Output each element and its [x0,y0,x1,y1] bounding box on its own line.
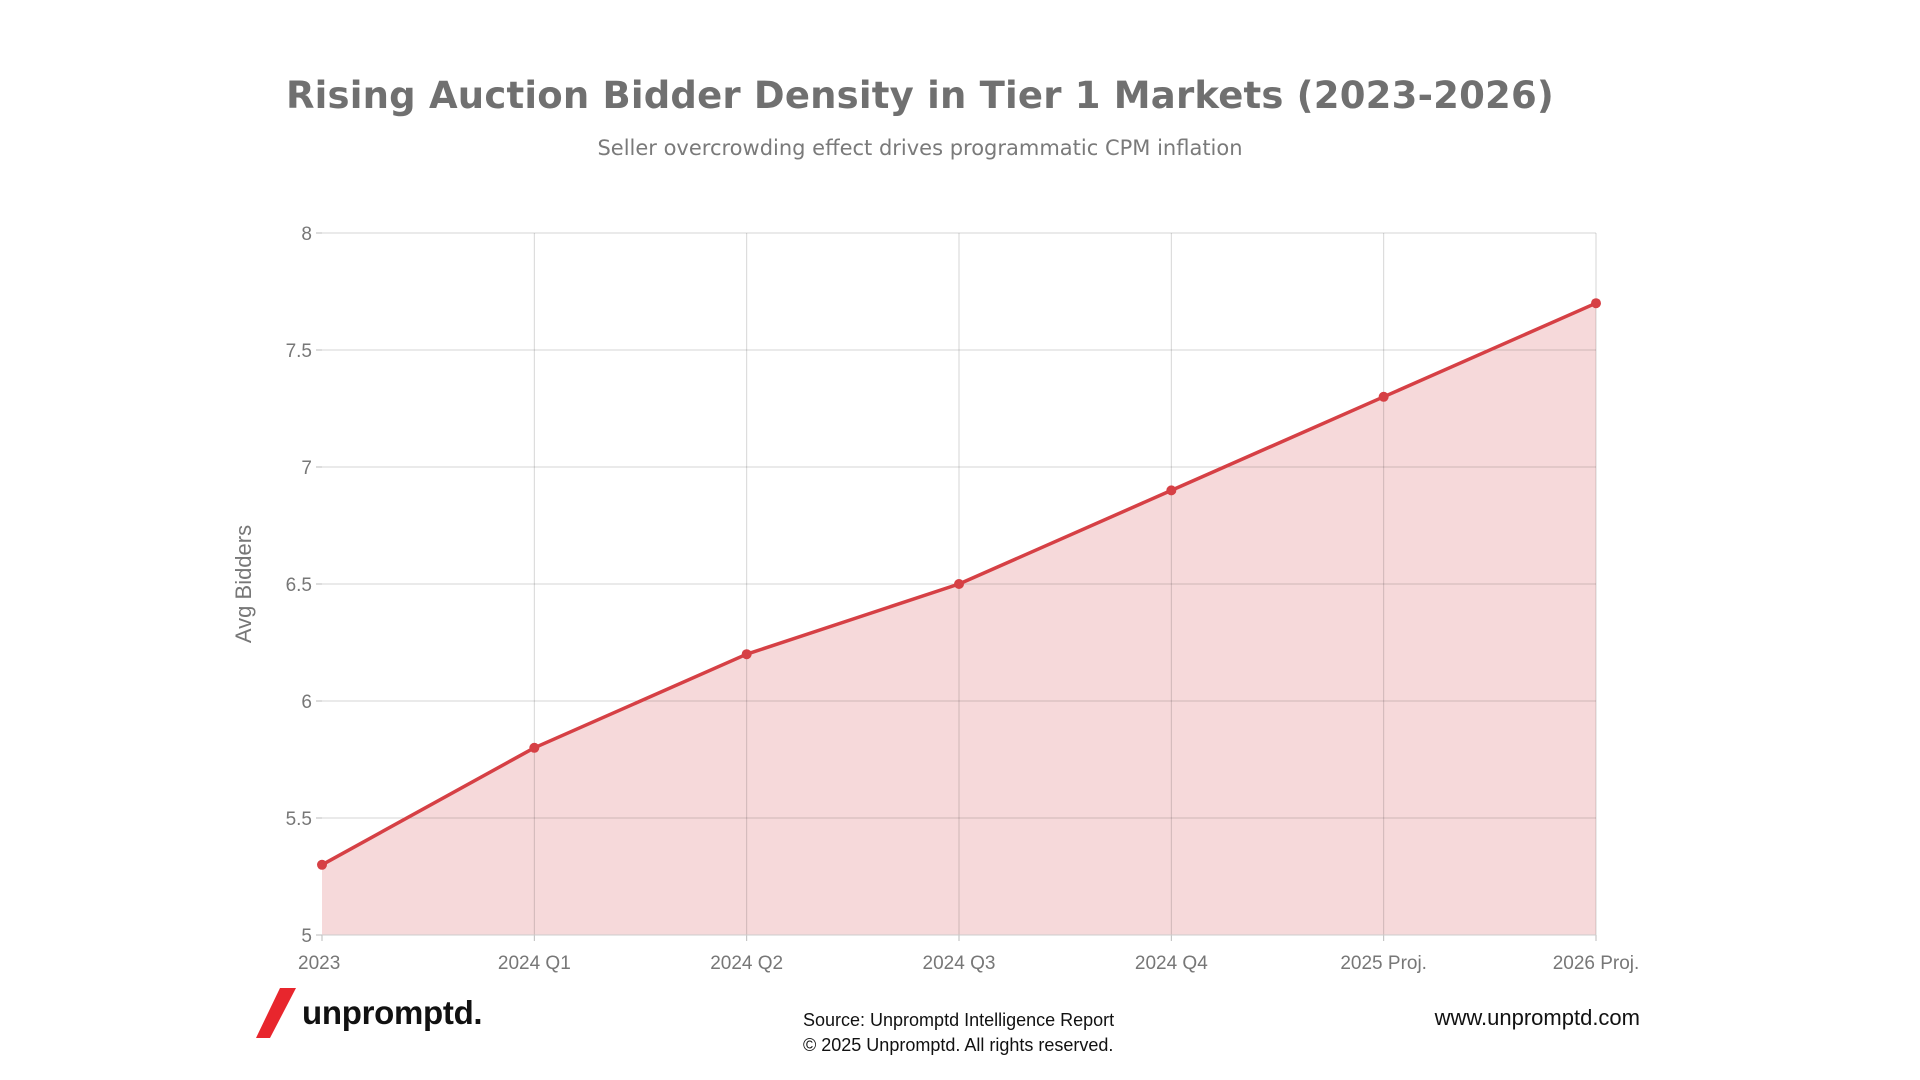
x-tick-label: 2024 Q4 [1135,953,1208,974]
y-tick-label: 7 [301,458,312,479]
y-axis-label: Avg Bidders [231,525,256,643]
chart-subtitle: Seller overcrowding effect drives progra… [597,136,1243,160]
y-tick-label: 5 [301,926,312,947]
x-tick-label: 2025 Proj. [1340,953,1427,974]
x-tick-label: 2024 Q3 [923,953,996,974]
data-point [1166,485,1177,496]
x-tick-label: 2026 Proj. [1553,953,1640,974]
data-point [529,742,540,753]
y-tick-label: 8 [301,224,312,245]
copyright-line: © 2025 Unpromptd. All rights reserved. [803,1035,1114,1055]
data-point [741,649,752,660]
area-fill [322,303,1596,935]
x-tick-label: 2024 Q1 [498,953,571,974]
data-point [954,579,964,589]
x-tick-label: 2024 Q2 [710,953,783,974]
source-line: Source: Unpromptd Intelligence Report [803,1010,1115,1030]
logo-slash-icon [256,988,296,1038]
data-point [1591,298,1601,309]
y-tick-label: 7.5 [286,341,312,362]
brand-logo: unpromptd. [256,988,483,1038]
source-note: Source: Unpromptd Intelligence Report © … [803,1008,1114,1058]
x-tick-label: 2023 [298,953,340,974]
chart-title: Rising Auction Bidder Density in Tier 1 … [285,74,1555,117]
website-link[interactable]: www.unpromptd.com [1434,1005,1640,1030]
y-tick-label: 6.5 [286,575,312,596]
y-tick-label: 5.5 [286,809,312,830]
brand-name: unpromptd. [302,994,483,1031]
data-point [1378,391,1389,402]
data-point [317,859,327,870]
y-tick-label: 6 [301,692,312,713]
